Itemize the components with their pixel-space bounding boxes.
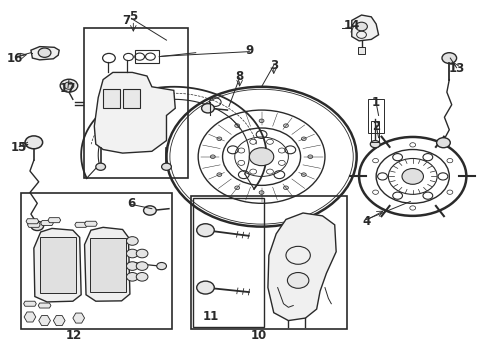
- Polygon shape: [38, 303, 51, 308]
- Circle shape: [217, 173, 222, 176]
- Circle shape: [259, 191, 264, 194]
- Polygon shape: [84, 221, 97, 226]
- Polygon shape: [94, 72, 175, 153]
- Circle shape: [287, 273, 308, 288]
- Polygon shape: [267, 213, 335, 320]
- Circle shape: [96, 163, 105, 170]
- Text: 2: 2: [371, 120, 380, 133]
- Polygon shape: [23, 301, 36, 306]
- Circle shape: [31, 221, 43, 230]
- Bar: [122, 89, 140, 108]
- Polygon shape: [75, 222, 87, 227]
- Text: 15: 15: [11, 141, 27, 154]
- Polygon shape: [27, 222, 40, 227]
- Bar: [90, 238, 126, 292]
- Bar: [370, 121, 378, 142]
- Text: 12: 12: [65, 329, 82, 342]
- Bar: [40, 237, 76, 293]
- Text: 9: 9: [245, 44, 253, 57]
- Circle shape: [436, 138, 449, 148]
- Text: 14: 14: [343, 19, 359, 32]
- Circle shape: [441, 53, 456, 63]
- Circle shape: [217, 137, 222, 140]
- Circle shape: [401, 168, 423, 184]
- Text: 6: 6: [127, 197, 135, 210]
- Circle shape: [301, 173, 305, 176]
- Circle shape: [283, 186, 288, 189]
- Polygon shape: [48, 218, 61, 223]
- Bar: [193, 198, 264, 327]
- Circle shape: [369, 140, 379, 148]
- Text: 16: 16: [7, 51, 23, 64]
- Circle shape: [126, 237, 138, 245]
- Polygon shape: [41, 221, 53, 226]
- Circle shape: [196, 281, 214, 294]
- Circle shape: [210, 155, 215, 158]
- Bar: [357, 47, 365, 54]
- Text: 8: 8: [235, 69, 243, 82]
- Bar: [135, 50, 159, 63]
- Polygon shape: [53, 316, 65, 325]
- Circle shape: [234, 186, 239, 189]
- Text: 1: 1: [371, 96, 380, 109]
- Bar: [83, 28, 188, 178]
- Circle shape: [196, 224, 214, 237]
- Circle shape: [249, 148, 273, 166]
- Text: 17: 17: [60, 82, 76, 95]
- Text: 11: 11: [202, 310, 218, 323]
- Polygon shape: [39, 316, 50, 325]
- Circle shape: [283, 124, 288, 127]
- Text: 13: 13: [447, 62, 464, 75]
- Circle shape: [126, 262, 138, 270]
- Polygon shape: [26, 219, 39, 224]
- Polygon shape: [24, 312, 36, 322]
- Circle shape: [126, 273, 138, 281]
- Circle shape: [157, 262, 166, 270]
- Circle shape: [161, 163, 171, 170]
- Circle shape: [143, 206, 156, 215]
- Polygon shape: [73, 313, 84, 323]
- Circle shape: [307, 155, 312, 158]
- Text: 7: 7: [122, 14, 130, 27]
- Bar: [103, 89, 120, 108]
- Circle shape: [60, 79, 78, 92]
- Circle shape: [126, 249, 138, 258]
- Text: 5: 5: [129, 10, 137, 23]
- Circle shape: [201, 104, 214, 113]
- Circle shape: [136, 262, 148, 270]
- Circle shape: [234, 124, 239, 127]
- Circle shape: [38, 48, 51, 57]
- Text: 3: 3: [269, 59, 277, 72]
- Bar: [367, 99, 383, 134]
- Polygon shape: [34, 228, 81, 302]
- Circle shape: [25, 136, 42, 149]
- Polygon shape: [351, 15, 378, 41]
- Text: 10: 10: [250, 329, 267, 342]
- Circle shape: [259, 119, 264, 123]
- Polygon shape: [84, 227, 130, 301]
- Circle shape: [301, 137, 305, 140]
- Bar: [21, 193, 172, 329]
- Bar: [190, 196, 346, 329]
- Circle shape: [136, 249, 148, 258]
- Circle shape: [355, 22, 366, 31]
- Circle shape: [64, 82, 74, 89]
- Circle shape: [136, 273, 148, 281]
- Text: 4: 4: [362, 215, 370, 228]
- Polygon shape: [31, 46, 59, 60]
